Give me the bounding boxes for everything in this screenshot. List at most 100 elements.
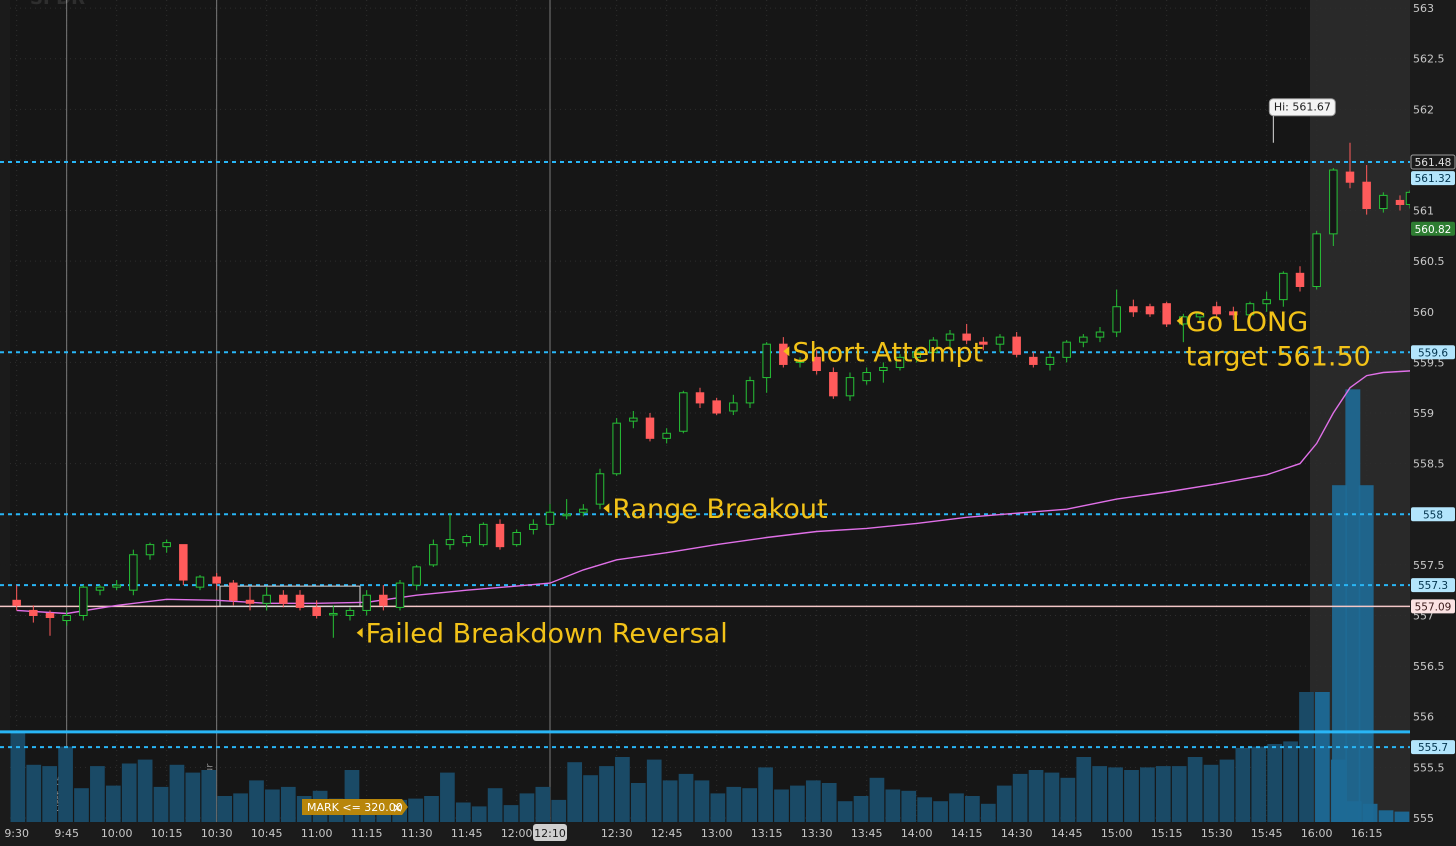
x-tick-label: 9:30 <box>4 827 29 840</box>
candle-body <box>462 536 471 544</box>
candle-body <box>712 400 721 414</box>
candle-body <box>1129 306 1138 313</box>
volume-bar <box>265 789 280 822</box>
candle-body <box>1112 306 1121 333</box>
candle-body <box>645 417 655 439</box>
candle-body <box>979 341 988 345</box>
mark-badge-label: MARK <= 320.00 <box>307 801 403 814</box>
candle-body <box>345 609 355 616</box>
candle-body <box>12 599 21 606</box>
candle-body <box>895 356 905 368</box>
volume-bar <box>1315 692 1330 822</box>
candle-body <box>329 612 338 616</box>
candle-body <box>1145 306 1155 315</box>
candle-body <box>312 606 321 616</box>
annotation-arrow <box>603 503 610 514</box>
range-box <box>219 585 361 607</box>
candle-body <box>1195 313 1205 318</box>
candle-body <box>1312 233 1321 287</box>
x-tick-highlight <box>533 824 567 841</box>
volume-bar <box>1155 766 1171 822</box>
x-tick-label: 14:00 <box>901 827 933 840</box>
annotation-text: Short Attempt <box>792 337 983 368</box>
candle-body <box>1012 336 1021 355</box>
level-badge-bg <box>1411 345 1455 360</box>
candle-body <box>1279 272 1288 301</box>
candle-body <box>445 539 455 546</box>
volume-bar <box>1140 767 1155 822</box>
candle-body <box>245 599 255 604</box>
x-axis-background <box>0 822 1456 846</box>
volume-bar <box>837 801 853 822</box>
high-marker: Hi: 561.67 <box>1268 98 1336 143</box>
volume-bar <box>440 772 455 822</box>
volume-bar <box>965 796 980 822</box>
volume-bar <box>280 786 296 822</box>
candle-body <box>929 339 938 353</box>
x-tick-label: 13:00 <box>701 827 733 840</box>
x-tick-label: 11:00 <box>301 827 333 840</box>
price-badge: 561.32 <box>1415 173 1452 185</box>
candle-body <box>545 511 555 525</box>
candle-body <box>1262 299 1271 305</box>
candle-body <box>945 333 955 341</box>
volume-bar <box>74 788 89 822</box>
y-axis: 555555.5556556.5557557.5558558.5559559.5… <box>1410 0 1456 846</box>
candle-body <box>179 544 188 581</box>
candle-body <box>612 422 621 475</box>
candle-body <box>95 586 105 591</box>
volume-bars <box>10 389 1410 822</box>
plot-area <box>10 0 1410 822</box>
x-tick-label: 15:30 <box>1201 827 1233 840</box>
candle-body <box>512 531 521 546</box>
volume-bar <box>1171 766 1187 822</box>
candle-body <box>862 372 871 382</box>
candle-body <box>79 586 88 616</box>
volume-bar <box>1012 773 1028 822</box>
x-tick-label: 12:10 <box>534 827 566 840</box>
volume-bar <box>424 796 439 822</box>
annotation-arrow <box>783 346 790 357</box>
volume-bar <box>742 788 758 822</box>
candle-body <box>579 508 588 513</box>
volume-bar <box>933 801 948 822</box>
price-badge-bg <box>1411 221 1455 236</box>
price-badge: 560.82 <box>1415 224 1452 236</box>
volume-bar <box>821 783 837 822</box>
y-tick-label: 555.5 <box>1413 761 1445 774</box>
x-tick-label: 14:45 <box>1051 827 1083 840</box>
x-tick-label: 11:45 <box>451 827 483 840</box>
volume-bar <box>1060 777 1076 822</box>
x-tick-label: 16:00 <box>1301 827 1333 840</box>
candle-body <box>662 432 671 439</box>
candle-body <box>379 594 388 606</box>
volume-bar <box>26 764 42 822</box>
candle-body <box>162 542 171 548</box>
candle-body <box>229 582 238 601</box>
y-tick-label: 559 <box>1413 407 1434 420</box>
candle-body <box>595 473 605 505</box>
x-tick-label: 12:00 <box>501 827 533 840</box>
candle-body <box>829 372 838 397</box>
annotation-text: Failed Breakdown Reversal <box>366 619 728 650</box>
y-tick-label: 562 <box>1413 103 1434 116</box>
candle-body <box>795 359 805 363</box>
volume-bar <box>1235 747 1251 822</box>
mark-badge[interactable]: MARK <= 320.00× <box>302 799 408 816</box>
y-tick-label: 556 <box>1413 711 1434 724</box>
volume-bar <box>1092 766 1108 822</box>
candle-body <box>529 523 538 530</box>
candle-body <box>1162 303 1171 325</box>
volume-bar <box>630 783 646 822</box>
y-tick-label: 559.5 <box>1413 356 1445 369</box>
x-tick-label: 14:15 <box>951 827 983 840</box>
candle-body <box>279 594 288 604</box>
candle-body <box>129 554 138 591</box>
candle-body <box>62 614 71 622</box>
candle-body <box>1362 181 1371 210</box>
candle-body <box>429 544 438 566</box>
candle-body <box>1345 171 1355 183</box>
volume-bar <box>1267 744 1283 822</box>
volume-bar <box>980 803 996 822</box>
volume-bar <box>774 789 789 822</box>
